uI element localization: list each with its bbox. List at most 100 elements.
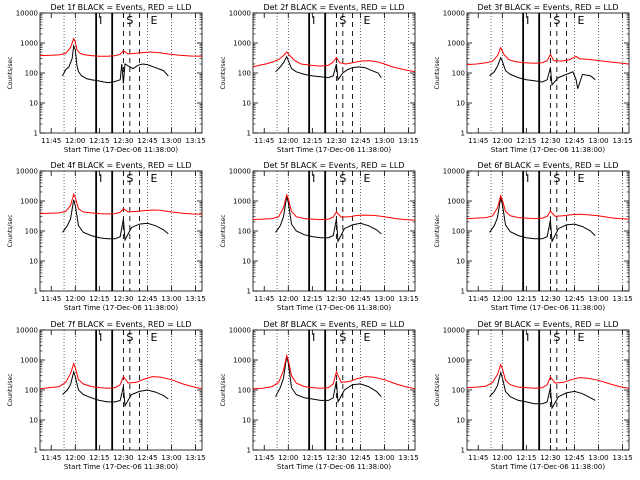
- x-tick-label: 13:00: [374, 295, 394, 303]
- x-axis-label: Start Time (17-Dec-06 11:38:00): [491, 463, 605, 471]
- marker-label-I: I: [99, 14, 102, 27]
- x-tick-label: 12:45: [350, 454, 370, 462]
- marker-label-I: I: [312, 331, 315, 344]
- x-axis-label: Start Time (17-Dec-06 11:38:00): [64, 304, 178, 312]
- y-tick-label: 1000: [233, 357, 251, 365]
- y-tick-label: 1: [247, 130, 251, 138]
- x-tick-label: 12:30: [540, 137, 560, 145]
- marker-label-E: E: [577, 331, 584, 344]
- x-tick-label: 13:15: [612, 295, 632, 303]
- x-tick-label: 12:45: [137, 295, 157, 303]
- y-tick-label: 1: [247, 288, 251, 296]
- detector-panel-4: I S E 1 10 100 1000 10000 11:45 12:00 12:15 12:30 12…: [7, 161, 206, 312]
- series-line-events: [489, 370, 596, 410]
- x-axis-label: Start Time (17-Dec-06 11:38:00): [491, 146, 605, 154]
- x-tick-label: 12:00: [65, 454, 85, 462]
- x-axis-label: Start Time (17-Dec-06 11:38:00): [277, 146, 391, 154]
- y-tick-label: 10: [456, 258, 465, 266]
- x-axis-label: Start Time (17-Dec-06 11:38:00): [64, 146, 178, 154]
- x-tick-label: 11:45: [254, 295, 274, 303]
- series-line-lld: [39, 362, 203, 390]
- y-axis-label: Counts/sec: [7, 214, 14, 247]
- y-tick-label: 1000: [447, 357, 465, 365]
- x-tick-label: 11:45: [41, 137, 61, 145]
- y-tick-label: 10000: [443, 10, 465, 18]
- y-tick-label: 10000: [16, 327, 38, 335]
- y-tick-label: 1000: [20, 357, 38, 365]
- series-line-events: [489, 56, 596, 89]
- x-tick-label: 13:00: [588, 454, 608, 462]
- series-line-lld: [252, 51, 416, 73]
- x-tick-label: 13:15: [398, 137, 418, 145]
- detector-panel-9: I S E 1 10 100 1000 10000 11:45 12:00 12:15 12:30 12…: [434, 320, 633, 471]
- marker-label-S: S: [553, 14, 560, 27]
- y-tick-label: 1000: [233, 198, 251, 206]
- marker-label-I: I: [99, 331, 102, 344]
- x-axis-label: Start Time (17-Dec-06 11:38:00): [64, 463, 178, 471]
- y-tick-label: 10000: [443, 168, 465, 176]
- x-tick-label: 11:45: [254, 454, 274, 462]
- y-axis-label: Counts/sec: [220, 373, 227, 406]
- detector-panel-6: I S E 1 10 100 1000 10000 11:45 12:00 12:15 12:30 12…: [434, 161, 633, 312]
- detector-panel-3: I S E 1 10 100 1000 10000 11:45 12:00 12:15 12:30 12…: [434, 3, 633, 154]
- y-tick-label: 1: [34, 288, 38, 296]
- marker-label-I: I: [312, 172, 315, 185]
- panel-title: Det 7f BLACK = Events, RED = LLD: [50, 320, 191, 329]
- x-tick-label: 12:15: [302, 454, 322, 462]
- y-tick-label: 10000: [229, 168, 251, 176]
- x-tick-label: 11:45: [254, 137, 274, 145]
- series-line-events: [62, 370, 169, 408]
- x-tick-label: 13:00: [374, 137, 394, 145]
- detector-panel-5: I S E 1 10 100 1000 10000 11:45 12:00 12:15 12:30 12…: [220, 161, 419, 312]
- x-tick-label: 13:15: [612, 137, 632, 145]
- series-line-lld: [252, 193, 416, 221]
- x-tick-label: 11:45: [468, 137, 488, 145]
- y-tick-label: 10: [242, 258, 251, 266]
- detector-panel-7: I S E 1 10 100 1000 10000 11:45 12:00 12:15 12:30 12…: [7, 320, 206, 471]
- x-tick-label: 12:15: [516, 137, 536, 145]
- marker-label-E: E: [150, 331, 157, 344]
- x-tick-label: 12:45: [564, 295, 584, 303]
- y-tick-label: 10: [242, 100, 251, 108]
- x-tick-label: 12:30: [113, 137, 133, 145]
- y-tick-label: 10000: [229, 327, 251, 335]
- marker-label-S: S: [126, 172, 133, 185]
- y-tick-label: 100: [452, 228, 465, 236]
- marker-label-S: S: [126, 331, 133, 344]
- y-tick-label: 1: [461, 447, 465, 455]
- marker-label-E: E: [150, 172, 157, 185]
- y-tick-label: 100: [452, 70, 465, 78]
- y-tick-label: 10: [29, 417, 38, 425]
- x-tick-label: 13:15: [398, 454, 418, 462]
- y-tick-label: 10000: [229, 10, 251, 18]
- x-tick-label: 12:15: [516, 295, 536, 303]
- x-tick-label: 13:15: [612, 454, 632, 462]
- panel-title: Det 1f BLACK = Events, RED = LLD: [50, 3, 191, 12]
- x-tick-label: 12:15: [89, 137, 109, 145]
- x-tick-label: 12:30: [113, 295, 133, 303]
- panel-title: Det 9f BLACK = Events, RED = LLD: [477, 320, 618, 329]
- panel-title: Det 4f BLACK = Events, RED = LLD: [50, 161, 191, 170]
- panel-title: Det 8f BLACK = Events, RED = LLD: [263, 320, 404, 329]
- marker-label-S: S: [339, 14, 346, 27]
- x-tick-label: 12:30: [113, 454, 133, 462]
- x-axis-label: Start Time (17-Dec-06 11:38:00): [277, 463, 391, 471]
- y-tick-label: 10000: [443, 327, 465, 335]
- y-axis-label: Counts/sec: [7, 373, 14, 406]
- marker-label-S: S: [553, 331, 560, 344]
- x-tick-label: 12:45: [564, 137, 584, 145]
- marker-label-S: S: [339, 172, 346, 185]
- y-tick-label: 1: [34, 447, 38, 455]
- x-tick-label: 11:45: [41, 295, 61, 303]
- x-tick-label: 12:45: [137, 454, 157, 462]
- x-axis-label: Start Time (17-Dec-06 11:38:00): [277, 304, 391, 312]
- y-tick-label: 10: [456, 417, 465, 425]
- x-tick-label: 12:30: [540, 295, 560, 303]
- y-tick-label: 100: [238, 228, 251, 236]
- y-axis-label: Counts/sec: [7, 56, 14, 89]
- x-tick-label: 13:15: [398, 295, 418, 303]
- series-line-events: [62, 199, 169, 242]
- x-tick-label: 12:15: [89, 295, 109, 303]
- series-line-lld: [39, 37, 203, 57]
- x-axis-label: Start Time (17-Dec-06 11:38:00): [491, 304, 605, 312]
